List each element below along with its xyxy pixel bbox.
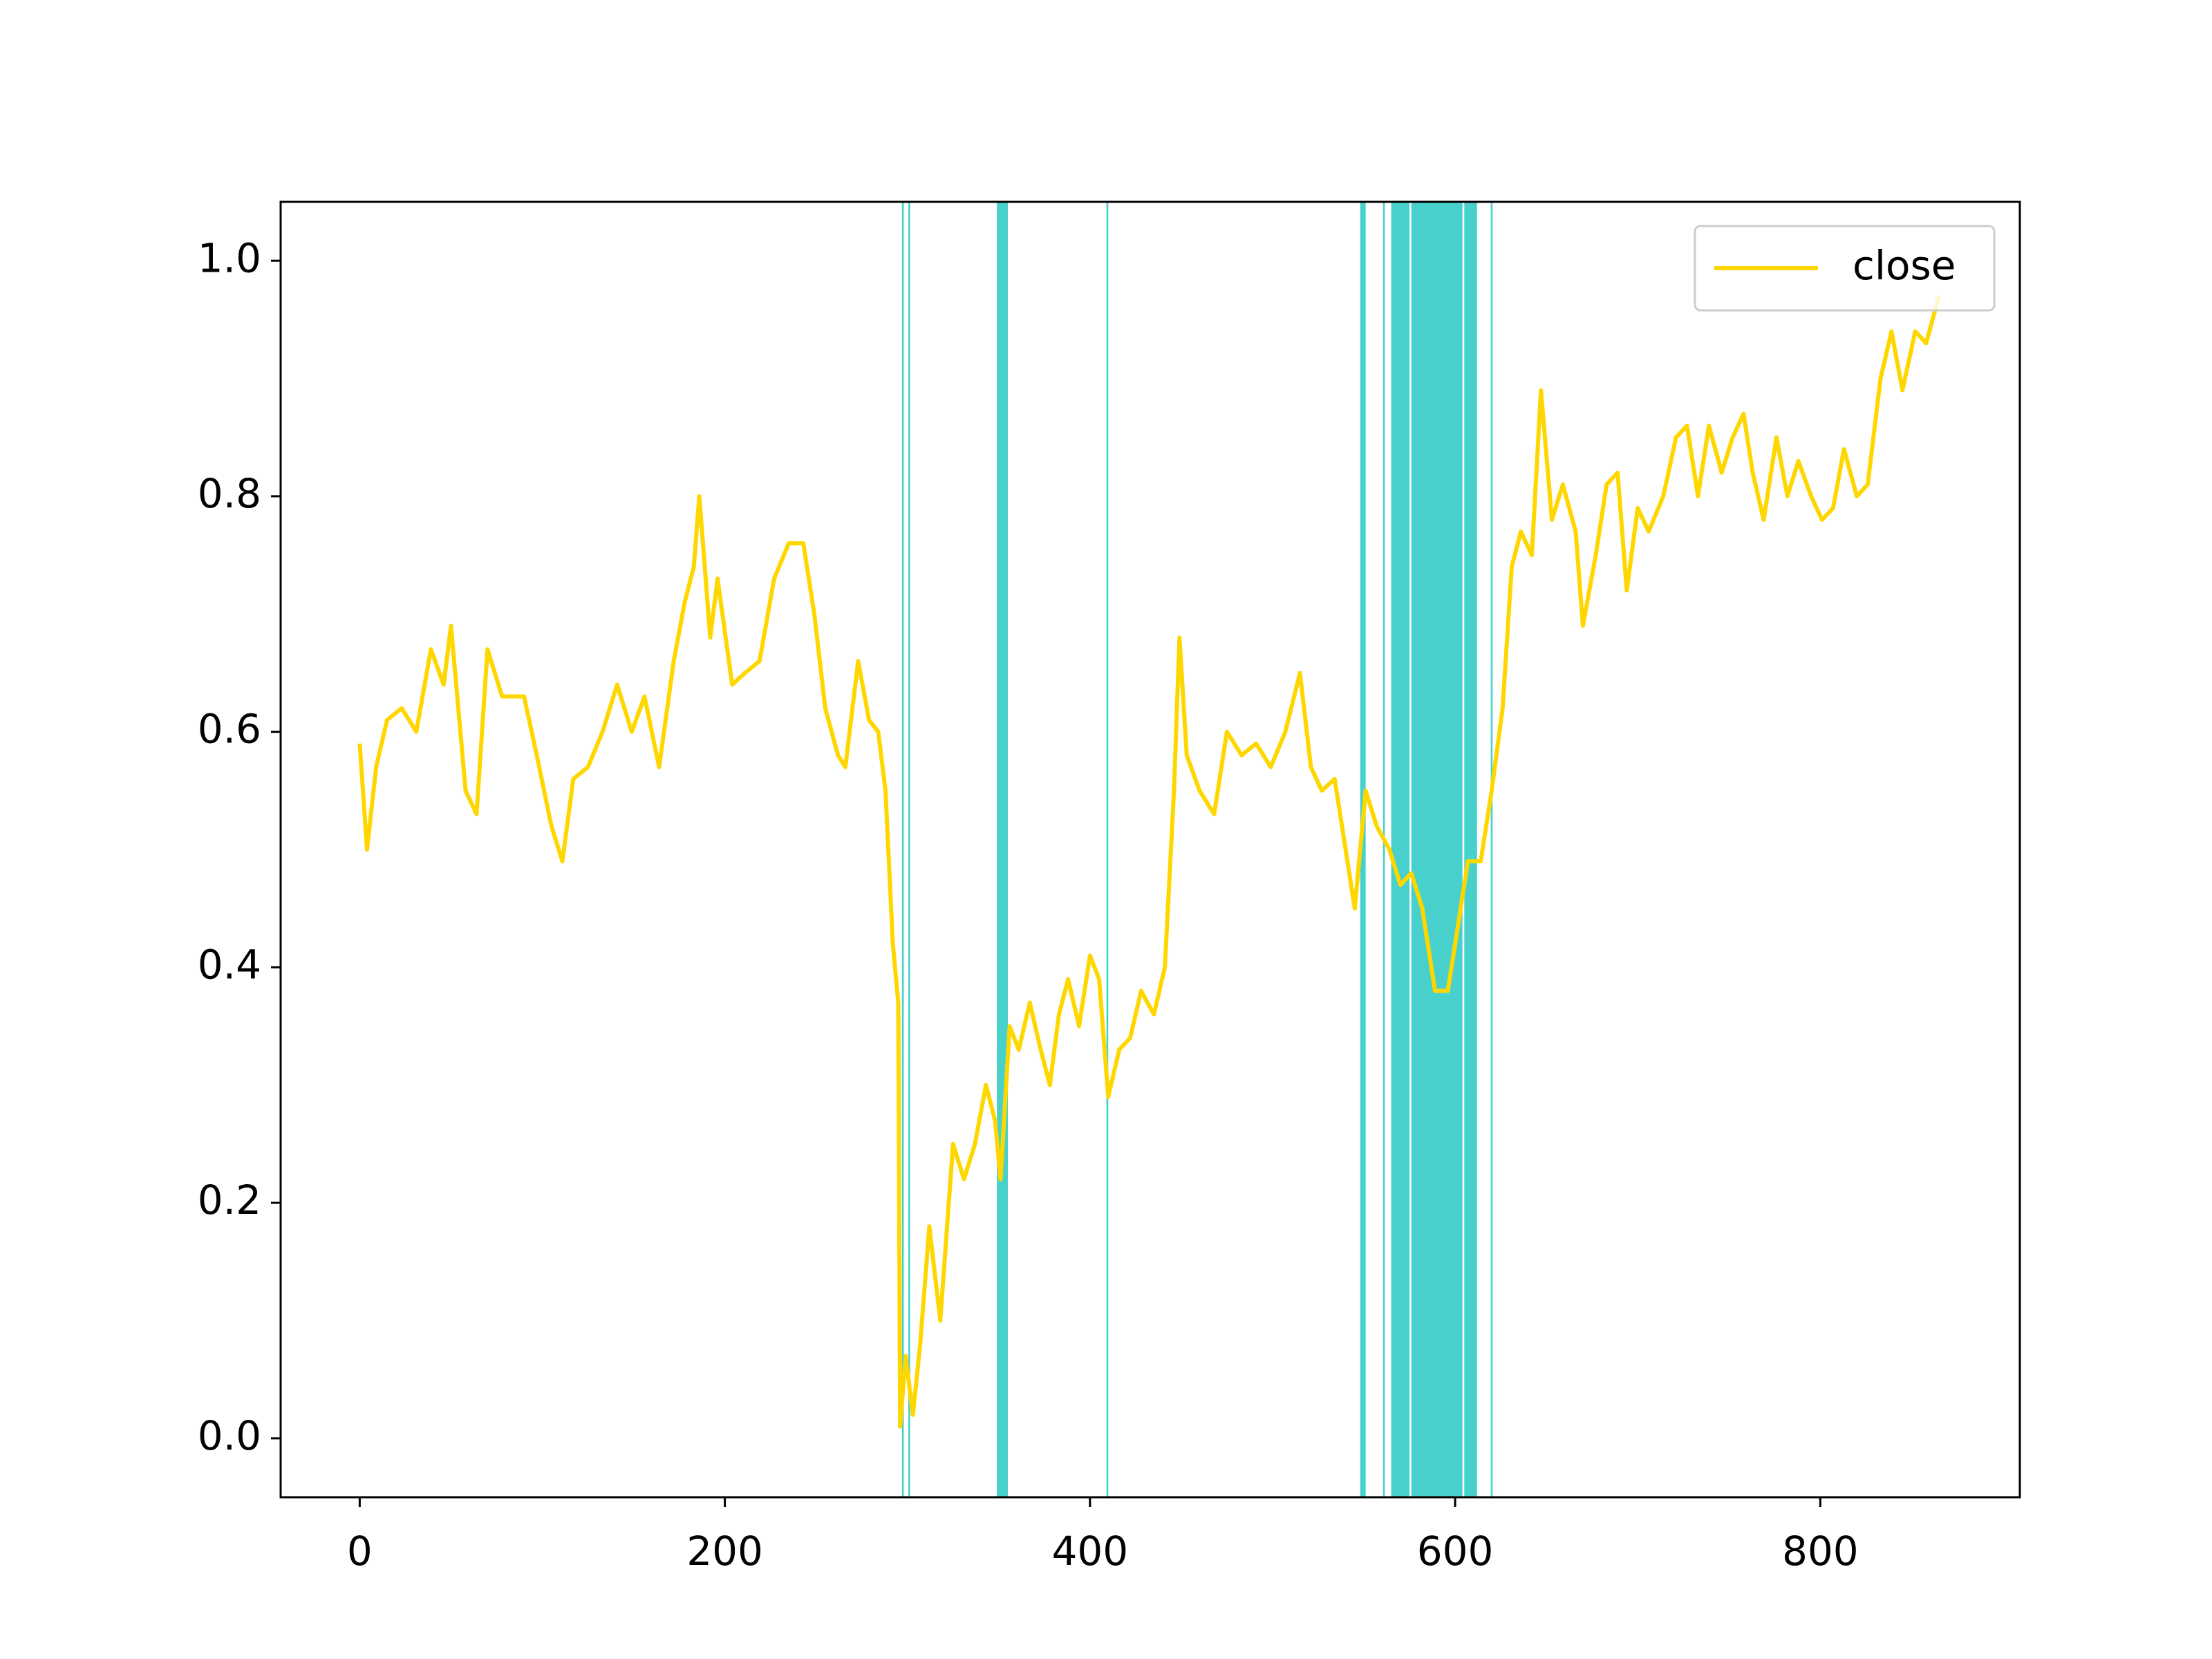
data-line <box>357 295 1941 1429</box>
y-tick-label: 0.8 <box>198 470 261 517</box>
highlight-span <box>1106 202 1109 1497</box>
x-tick-label: 600 <box>1417 1528 1494 1575</box>
highlight-span <box>1490 202 1493 1497</box>
x-tick-label: 0 <box>347 1528 373 1575</box>
y-tick-label: 0.2 <box>198 1177 261 1224</box>
legend-label: close <box>1853 242 1956 289</box>
y-tick-label: 0.0 <box>198 1412 261 1459</box>
highlight-span <box>1360 202 1366 1497</box>
highlight-span <box>1391 202 1410 1497</box>
x-tick-label: 200 <box>686 1528 763 1575</box>
highlight-span <box>1382 202 1385 1497</box>
plot-frame <box>279 200 2021 1499</box>
y-tick-label: 1.0 <box>198 234 261 281</box>
y-tick-label: 0.4 <box>198 941 261 988</box>
highlight-span <box>901 202 904 1497</box>
legend-box <box>1694 225 1996 312</box>
highlight-span <box>908 202 910 1497</box>
x-tick-label: 400 <box>1051 1528 1128 1575</box>
highlight-span <box>1464 202 1477 1497</box>
y-tick-label: 0.6 <box>198 706 261 753</box>
highlight-span <box>1411 202 1463 1497</box>
highlight-span <box>997 202 1008 1497</box>
x-tick-label: 800 <box>1782 1528 1859 1575</box>
